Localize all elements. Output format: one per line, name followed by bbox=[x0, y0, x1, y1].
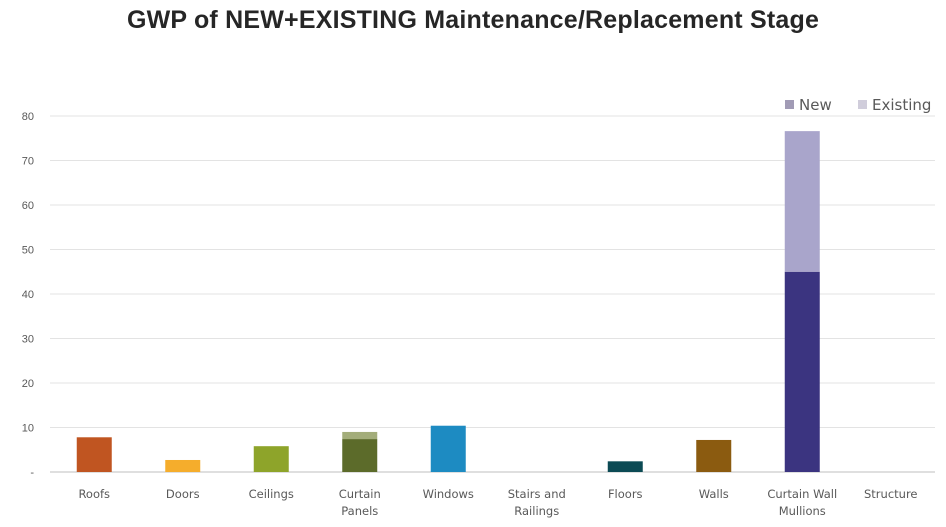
x-tick-label: Curtain Wall bbox=[767, 487, 837, 501]
bar-existing bbox=[342, 431, 378, 440]
legend-swatch bbox=[785, 100, 794, 109]
x-tick-label: Mullions bbox=[779, 504, 826, 518]
x-tick-label: Ceilings bbox=[249, 487, 294, 501]
y-tick-label: 50 bbox=[22, 245, 34, 257]
y-tick-label: 30 bbox=[22, 334, 34, 346]
x-tick-label: Railings bbox=[514, 504, 559, 518]
x-tick-label: Panels bbox=[341, 504, 378, 518]
bars bbox=[76, 131, 820, 472]
x-tick-label: Curtain bbox=[339, 487, 381, 501]
legend-label: New bbox=[799, 96, 832, 114]
bar-existing bbox=[784, 131, 820, 272]
x-tick-label: Stairs and bbox=[508, 487, 566, 501]
y-tick-label: 10 bbox=[22, 423, 34, 435]
y-tick-label: - bbox=[30, 467, 34, 479]
x-tick-label: Walls bbox=[699, 487, 729, 501]
y-tick-label: 20 bbox=[22, 378, 34, 390]
legend: New Existing bbox=[785, 96, 931, 114]
y-tick-label: 80 bbox=[22, 111, 34, 123]
bar-new bbox=[784, 271, 820, 472]
bar-new bbox=[342, 439, 378, 472]
x-tick-label: Floors bbox=[608, 487, 643, 501]
y-axis: - 10 20 30 40 50 60 70 80 bbox=[22, 111, 35, 479]
x-tick-label: Doors bbox=[166, 487, 200, 501]
y-tick-label: 60 bbox=[22, 200, 34, 212]
x-tick-label: Roofs bbox=[78, 487, 110, 501]
bar-new bbox=[165, 459, 201, 472]
legend-swatch bbox=[858, 100, 867, 109]
x-axis: Roofs Doors Ceilings Curtain Panels Windows St… bbox=[78, 487, 917, 518]
bar-new bbox=[253, 446, 289, 472]
y-tick-label: 70 bbox=[22, 156, 34, 168]
x-tick-label: Windows bbox=[423, 487, 474, 501]
legend-label: Existing bbox=[872, 96, 931, 114]
x-tick-label: Structure bbox=[864, 487, 918, 501]
bar-new bbox=[76, 437, 112, 472]
chart-title: GWP of NEW+EXISTING Maintenance/Replacem… bbox=[126, 6, 820, 34]
bar-new bbox=[696, 439, 732, 472]
bar-new bbox=[430, 425, 466, 472]
bar-new bbox=[607, 461, 643, 472]
y-tick-label: 40 bbox=[22, 289, 34, 301]
